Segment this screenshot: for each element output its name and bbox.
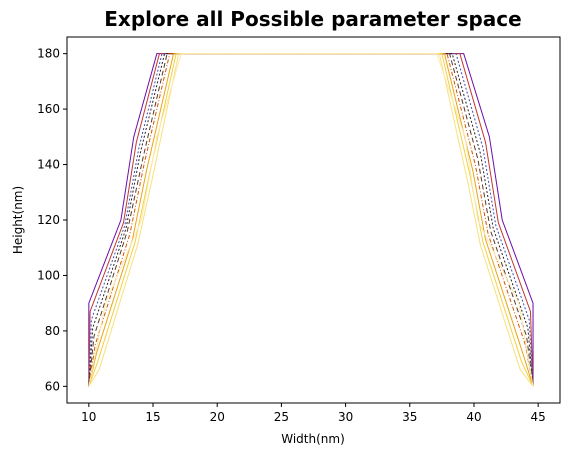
y-tick-label: 160 [37,102,60,116]
x-tick-label: 35 [402,410,417,424]
y-tick-label: 120 [37,213,60,227]
x-tick-label: 45 [531,410,546,424]
x-tick-label: 30 [338,410,353,424]
x-tick-label: 25 [274,410,289,424]
series-line-10 [88,53,534,387]
y-tick-label: 180 [37,47,60,61]
x-tick-label: 15 [145,410,160,424]
y-tick-label: 80 [45,324,60,338]
y-tick-label: 100 [37,268,60,282]
x-tick-label: 10 [81,410,96,424]
series-line-6 [88,53,534,387]
x-tick-label: 20 [210,410,225,424]
y-axis-label: Height(nm) [11,186,25,254]
x-tick-label: 40 [466,410,481,424]
axes-layer: 10 15 20 25 30 35 40 45 60 80 100 120 140 160 180 [37,47,546,424]
chart-title: Explore all Possible parameter space [104,7,521,31]
x-axis-label: Width(nm) [281,432,345,446]
series-layer [88,53,534,387]
y-tick-label: 60 [45,379,60,393]
y-tick-label: 140 [37,158,60,172]
